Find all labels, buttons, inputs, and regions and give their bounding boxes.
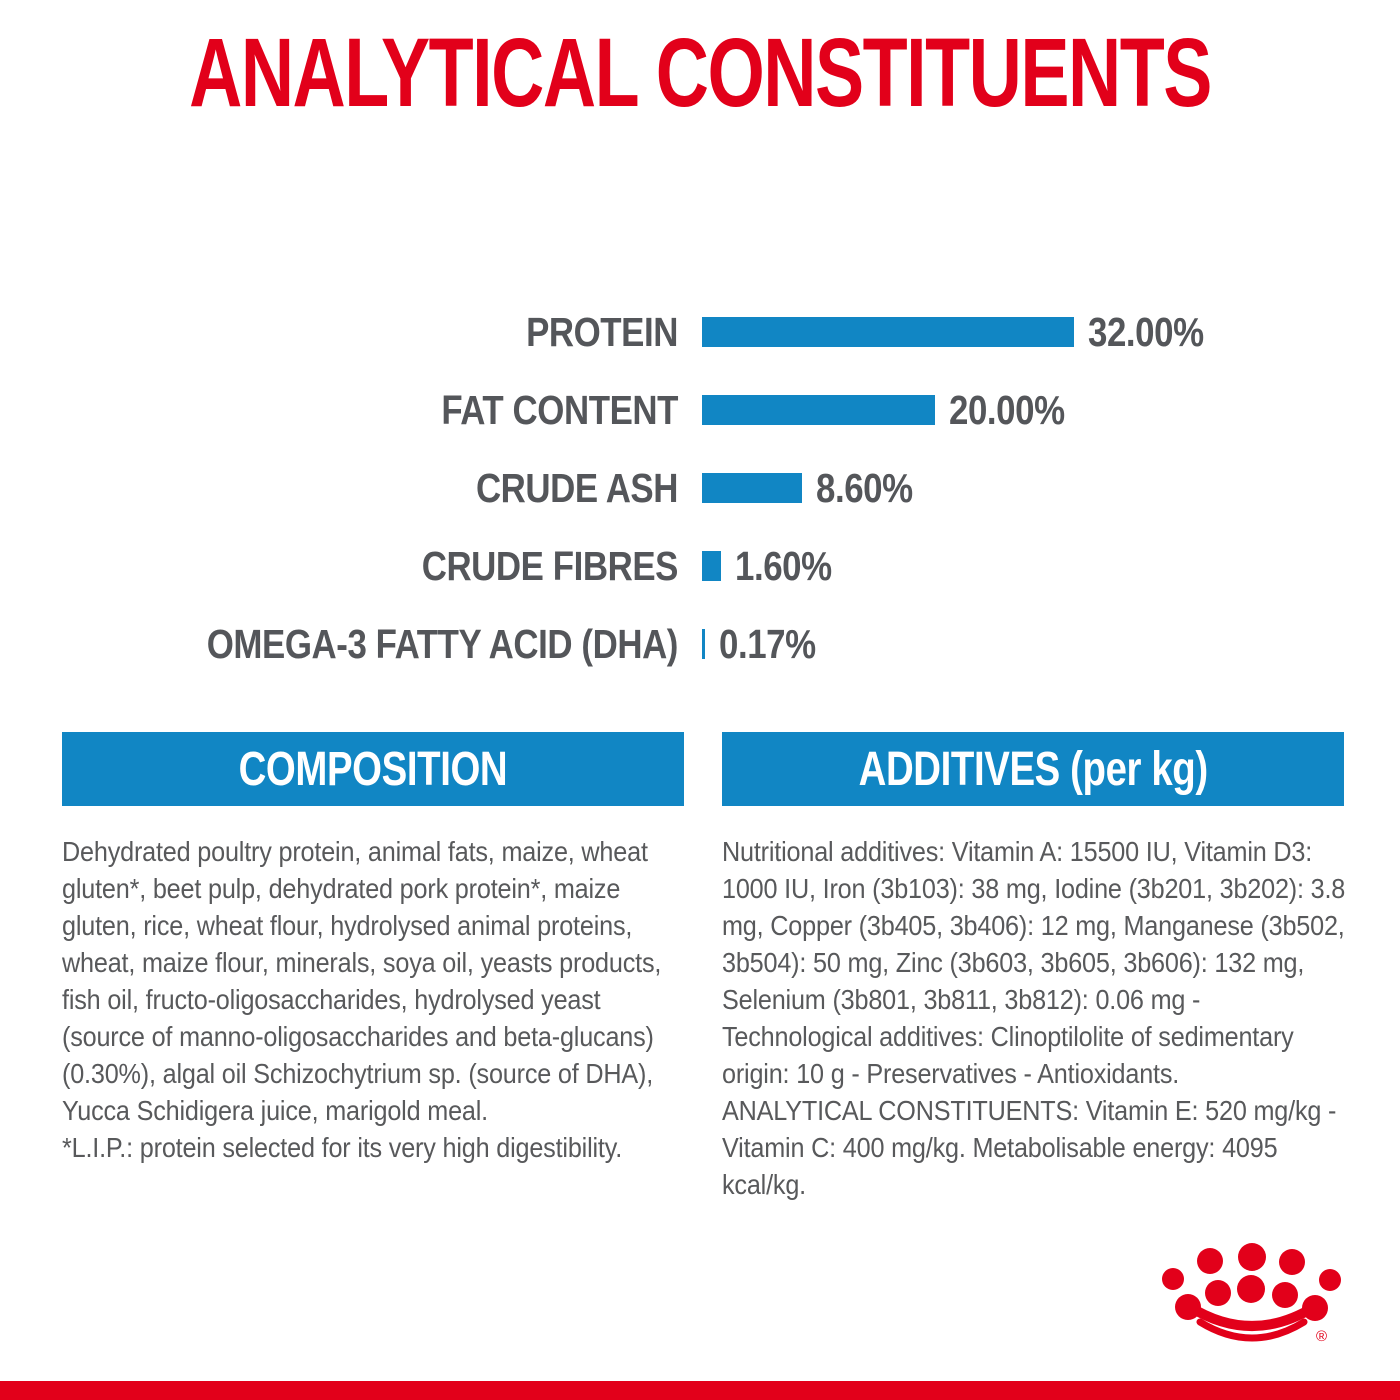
additives-analytical-text: ANALYTICAL CONSTITUENTS: Vitamin E: 520 … bbox=[722, 1095, 1337, 1200]
chart-bar-area: 0.17% bbox=[702, 621, 833, 668]
chart-row: OMEGA-3 FATTY ACID (DHA) 0.17% bbox=[0, 605, 1400, 683]
analytical-chart: PROTEIN 32.00% FAT CONTENT 20.00% CRUDE ASH 8… bbox=[0, 293, 1400, 683]
composition-header-label: COMPOSITION bbox=[238, 742, 508, 796]
bottom-red-bar bbox=[0, 1381, 1400, 1400]
composition-header: COMPOSITION bbox=[62, 732, 684, 806]
crown-arcs bbox=[1185, 1302, 1319, 1342]
royal-canin-crown-logo: ® bbox=[1162, 1243, 1341, 1345]
additives-section: ADDITIVES (per kg) Nutritional additives… bbox=[722, 732, 1345, 1203]
page-title: ANALYTICAL CONSTITUENTS bbox=[189, 18, 1212, 127]
composition-footnote: *L.I.P.: protein selected for its very h… bbox=[62, 1132, 623, 1163]
chart-value-label: 1.60% bbox=[735, 542, 832, 589]
chart-bar bbox=[702, 629, 705, 659]
crown-dots bbox=[1162, 1243, 1341, 1321]
chart-row: CRUDE ASH 8.60% bbox=[0, 449, 1400, 527]
chart-bar bbox=[702, 317, 1074, 347]
chart-category-label: OMEGA-3 FATTY ACID (DHA) bbox=[206, 620, 679, 667]
chart-row: FAT CONTENT 20.00% bbox=[0, 371, 1400, 449]
composition-section: COMPOSITION Dehydrated poultry protein, … bbox=[62, 732, 684, 1166]
chart-bar-area: 8.60% bbox=[702, 465, 930, 512]
chart-category-label: PROTEIN bbox=[526, 308, 678, 355]
chart-bar bbox=[702, 473, 802, 503]
composition-text: Dehydrated poultry protein, animal fats,… bbox=[62, 836, 662, 1126]
chart-bar-area: 1.60% bbox=[702, 543, 849, 590]
chart-row: CRUDE FIBRES 1.60% bbox=[0, 527, 1400, 605]
chart-bar-area: 20.00% bbox=[702, 387, 1085, 434]
chart-category-label: FAT CONTENT bbox=[441, 386, 678, 433]
chart-category-label: CRUDE ASH bbox=[475, 464, 678, 511]
registered-trademark: ® bbox=[1316, 1328, 1327, 1345]
chart-value-label: 32.00% bbox=[1088, 308, 1204, 355]
chart-value-label: 20.00% bbox=[949, 386, 1065, 433]
chart-bar bbox=[702, 395, 935, 425]
additives-body: Nutritional additives: Vitamin A: 15500 … bbox=[722, 833, 1348, 1203]
chart-bar-area: 32.00% bbox=[702, 309, 1224, 356]
additives-text: Nutritional additives: Vitamin A: 15500 … bbox=[722, 836, 1346, 1089]
additives-header-label: ADDITIVES (per kg) bbox=[858, 742, 1208, 796]
chart-bar bbox=[702, 551, 721, 581]
chart-value-label: 8.60% bbox=[816, 464, 913, 511]
composition-body: Dehydrated poultry protein, animal fats,… bbox=[62, 833, 688, 1166]
chart-category-label: CRUDE FIBRES bbox=[421, 542, 679, 589]
chart-row: PROTEIN 32.00% bbox=[0, 293, 1400, 371]
additives-header: ADDITIVES (per kg) bbox=[722, 732, 1344, 806]
chart-value-label: 0.17% bbox=[719, 620, 816, 667]
